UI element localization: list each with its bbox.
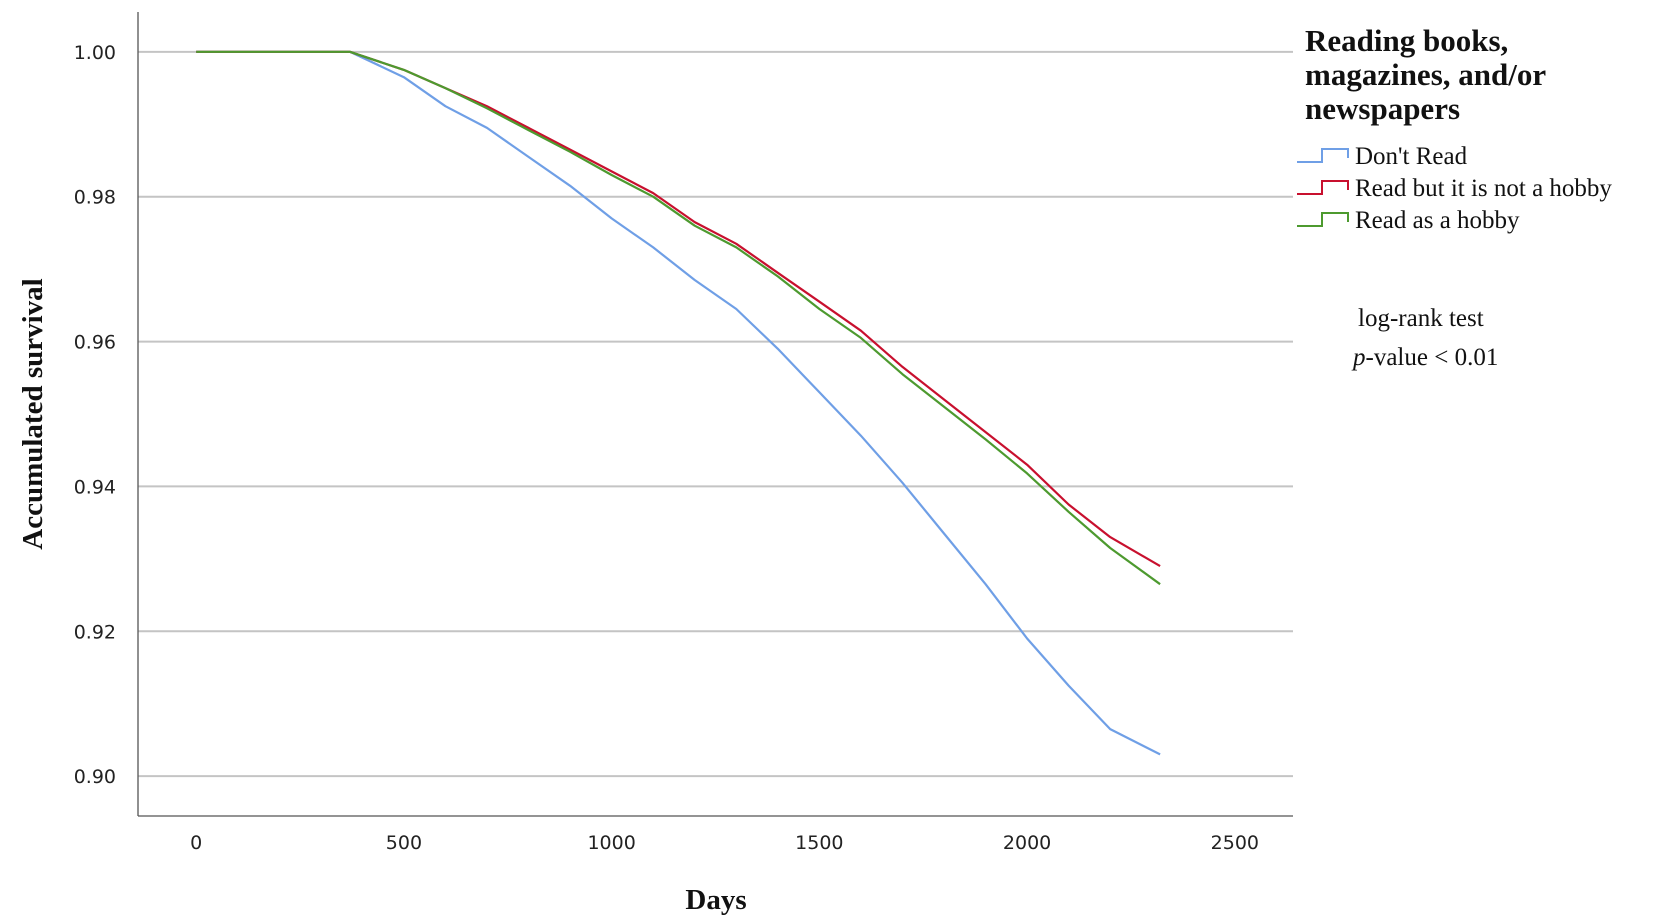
y-tick-label-1: 0.92 [74,621,116,643]
legend-label-2: Read but it is not a hobby [1355,175,1612,202]
x-tick-label-0: 0 [190,832,202,854]
legend-title-line-2: magazines, and/or [1305,57,1546,92]
annotation-line-2: p-value < 0.01 [1351,344,1498,371]
x-axis-title: Days [685,884,746,916]
y-axis-title: Accumulated survival [17,278,49,549]
annotation-line-1: log-rank test [1358,305,1484,332]
legend-item-3: Read as a hobby [1297,207,1520,234]
tick-labels: 0.90 0.92 0.94 0.96 0.98 1.00 0 500 1000 1500 2000… [74,42,1259,854]
x-tick-label-5: 2500 [1211,832,1259,854]
y-tick-label-3: 0.96 [74,332,116,354]
legend: Reading books, magazines, and/or newspap… [1297,23,1612,234]
y-tick-label-5: 1.00 [74,42,116,64]
series-line-3 [196,50,1161,586]
legend-item-1: Don't Read [1297,143,1468,170]
y-tick-label-4: 0.98 [74,187,116,209]
series-line-2 [196,50,1161,568]
legend-swatch-2 [1297,180,1349,195]
x-tick-label-3: 1500 [795,832,843,854]
legend-label-3: Read as a hobby [1355,207,1520,234]
legend-item-2: Read but it is not a hobby [1297,175,1612,202]
legend-title-line-3: newspapers [1305,91,1460,126]
annotation-p-rest: -value < 0.01 [1366,344,1499,371]
x-tick-label-4: 2000 [1003,832,1051,854]
axes [137,12,1293,817]
gridlines [138,50,1293,778]
legend-swatch-1 [1297,148,1349,163]
x-tick-label-2: 1000 [587,832,635,854]
series-line-1 [196,50,1161,756]
legend-items: Don't Read Read but it is not a hobby Read… [1297,143,1612,234]
x-tick-label-1: 500 [386,832,422,854]
series-lines [196,50,1161,756]
legend-label-1: Don't Read [1355,143,1468,170]
y-tick-label-0: 0.90 [74,766,116,788]
legend-title-line-1: Reading books, [1305,23,1508,58]
annotation-p: p [1351,344,1366,371]
log-rank-annotation: log-rank test p-value < 0.01 [1351,305,1498,371]
legend-swatch-3 [1297,212,1349,227]
y-tick-label-2: 0.94 [74,476,116,498]
